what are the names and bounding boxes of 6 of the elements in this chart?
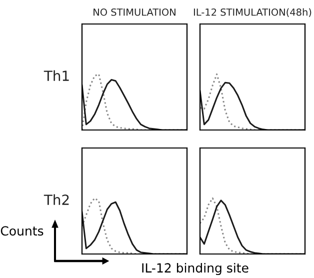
chart-title: IL-12 STIMULATION(48h) <box>194 8 312 17</box>
text: IL-12 binding site <box>142 262 248 276</box>
text: Counts <box>0 226 44 236</box>
y-axis-title: Th2 <box>44 194 69 205</box>
y-axis-title: Th1 <box>44 70 69 81</box>
chart-title: NO STIMULATION <box>94 8 176 16</box>
